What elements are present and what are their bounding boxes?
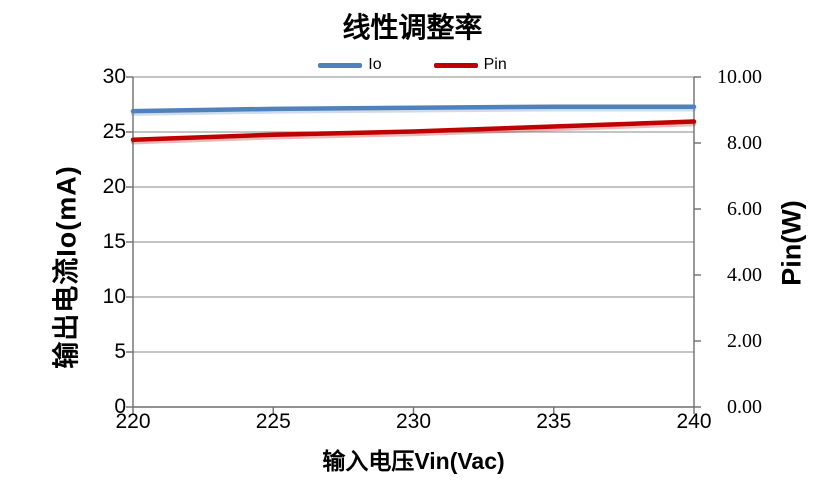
io-series-line (130, 104, 697, 114)
chart-title: 线性调整率 (342, 11, 483, 44)
y-left-tick-label: 20 (102, 175, 126, 198)
y-left-tick-label: 15 (102, 230, 126, 253)
y-left-tick-label: 30 (102, 65, 126, 88)
legend: Io Pin (0, 56, 825, 74)
y-left-tick-label: 0 (114, 395, 126, 418)
y-right-tick-label: 2.00 (727, 330, 762, 352)
legend-item-io: Io (318, 56, 382, 73)
pin-series-shadow (130, 121, 697, 145)
legend-label-pin: Pin (483, 56, 507, 73)
x-tick-label: 235 (536, 410, 572, 433)
x-axis-title: 输入电压Vin(Vac) (322, 448, 505, 474)
y-left-tick-label: 5 (114, 340, 126, 363)
y-left-tick-label: 10 (102, 285, 126, 308)
pin-line-swatch-icon (433, 62, 478, 68)
x-tick-label: 220 (115, 410, 151, 433)
x-tick-label: 230 (395, 410, 432, 433)
legend-item-pin: Pin (433, 56, 507, 73)
y-right-tick-label: 6.00 (727, 198, 762, 220)
y-right-tick-label: 0.00 (727, 396, 762, 418)
io-series-shadow (130, 106, 697, 116)
x-tick-label: 240 (676, 410, 712, 433)
y-right-tick-label: 4.00 (727, 264, 762, 286)
io-line-swatch-icon (318, 62, 363, 68)
x-tick-label: 225 (255, 410, 291, 433)
y-right-tick-label: 10.00 (717, 66, 762, 88)
y-right-tick-label: 8.00 (727, 132, 762, 154)
y-left-tick-label: 25 (102, 120, 126, 143)
legend-label-io: Io (368, 56, 382, 73)
pin-series-line (130, 119, 697, 142)
